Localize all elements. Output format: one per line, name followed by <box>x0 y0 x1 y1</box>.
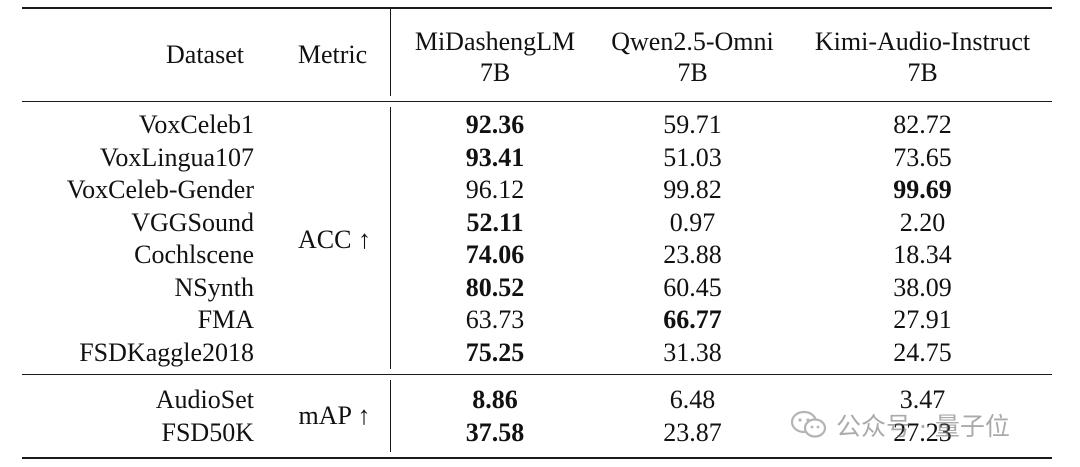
bottom-rule <box>22 457 1052 459</box>
header-col-midashenglm: MiDashengLM 7B <box>395 26 595 88</box>
dataset-cell: FSDKaggle2018 <box>79 337 254 367</box>
value-cell: 23.88 <box>663 240 722 269</box>
table-row: VoxCeleb1 92.36 59.71 82.72 <box>0 109 1080 141</box>
value-cell: 31.38 <box>663 337 722 367</box>
group2-vertical-rule <box>390 380 391 452</box>
col-size: 7B <box>479 58 511 87</box>
group1-vertical-rule <box>390 107 391 369</box>
value-cell: 51.03 <box>663 142 722 172</box>
value-cell: 74.06 <box>465 240 525 269</box>
header-metric: Metric <box>297 40 368 69</box>
dataset-cell: Cochlscene <box>134 240 254 269</box>
value-cell: 6.48 <box>669 385 716 414</box>
watermark: 公众号 · 量子位 <box>790 407 1010 443</box>
value-cell: 3.47 <box>899 385 946 414</box>
wechat-icon <box>790 410 828 440</box>
table-row: VoxCeleb-Gender 96.12 99.82 99.69 <box>0 174 1080 206</box>
value-cell: 75.25 <box>465 337 525 367</box>
col-size: 7B <box>907 58 938 87</box>
value-cell: 73.65 <box>893 142 952 172</box>
value-cell: 99.82 <box>663 175 722 204</box>
header-vertical-rule <box>390 9 391 96</box>
value-cell: 0.97 <box>669 207 716 237</box>
dataset-cell: VoxCeleb1 <box>138 110 254 139</box>
col-name: Kimi-Audio-Instruct <box>814 27 1031 56</box>
metric-map: mAP ↑ <box>298 401 371 430</box>
col-name: MiDashengLM <box>414 27 576 56</box>
value-cell: 60.45 <box>663 272 722 302</box>
header-dataset: Dataset <box>166 40 244 69</box>
table-row: FSD50K 37.58 23.87 27.23 <box>0 417 1080 449</box>
value-cell: 23.87 <box>663 417 722 447</box>
watermark-text: 公众号 · 量子位 <box>836 412 1010 441</box>
dataset-cell: VoxCeleb-Gender <box>66 175 254 204</box>
table-row: VoxLingua107 93.41 51.03 73.65 <box>0 142 1080 174</box>
value-cell: 18.34 <box>893 240 952 269</box>
value-cell: 59.71 <box>663 110 722 139</box>
value-cell: 2.20 <box>899 207 946 237</box>
table-row: FSDKaggle2018 75.25 31.38 24.75 <box>0 337 1080 369</box>
value-cell: 37.58 <box>465 417 525 447</box>
value-cell: 63.73 <box>465 305 525 334</box>
value-cell: 93.41 <box>465 142 525 172</box>
value-cell: 8.86 <box>472 385 518 414</box>
value-cell: 99.69 <box>893 175 952 204</box>
header-rule <box>22 101 1052 102</box>
value-cell: 24.75 <box>893 337 952 367</box>
header-col-kimi: Kimi-Audio-Instruct 7B <box>790 26 1055 88</box>
value-cell: 92.36 <box>465 110 525 139</box>
value-cell: 27.23 <box>893 417 952 447</box>
value-cell: 66.77 <box>663 305 722 334</box>
table-row: FMA 63.73 66.77 27.91 <box>0 304 1080 336</box>
value-cell: 82.72 <box>893 110 952 139</box>
dataset-cell: NSynth <box>174 272 254 302</box>
value-cell: 96.12 <box>465 175 525 204</box>
dataset-cell: AudioSet <box>155 385 254 414</box>
table-row: AudioSet 8.86 6.48 3.47 <box>0 384 1080 416</box>
table-row: Cochlscene 74.06 23.88 18.34 <box>0 239 1080 271</box>
dataset-cell: VGGSound <box>131 207 254 237</box>
value-cell: 52.11 <box>466 207 524 237</box>
group-separator-rule <box>22 374 1052 375</box>
dataset-cell: FMA <box>197 305 254 334</box>
value-cell: 80.52 <box>465 272 525 302</box>
table-row: NSynth 80.52 60.45 38.09 <box>0 272 1080 304</box>
top-rule <box>22 7 1052 9</box>
header-col-qwen: Qwen2.5-Omni 7B <box>595 26 790 88</box>
table-row: VGGSound 52.11 0.97 2.20 <box>0 207 1080 239</box>
dataset-cell: FSD50K <box>161 417 254 447</box>
value-cell: 38.09 <box>893 272 952 302</box>
col-size: 7B <box>677 58 708 87</box>
metric-acc: ACC ↑ <box>298 225 371 254</box>
value-cell: 27.91 <box>893 305 952 334</box>
col-name: Qwen2.5-Omni <box>611 27 774 56</box>
dataset-cell: VoxLingua107 <box>99 142 254 172</box>
